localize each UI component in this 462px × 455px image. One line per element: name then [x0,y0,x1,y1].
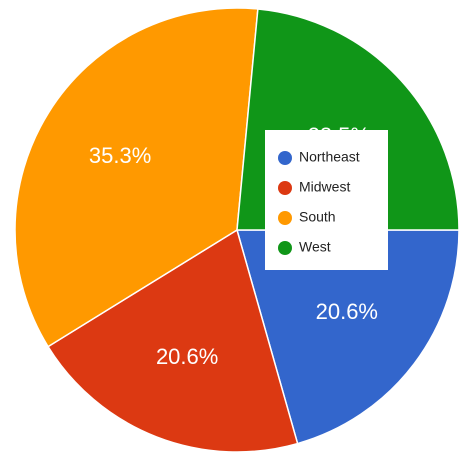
data-label: 20.6% [316,299,378,324]
legend-label: West [299,239,331,255]
legend-label: South [299,209,336,225]
legend-swatch [278,181,292,195]
legend-swatch [278,211,292,225]
legend-label: Northeast [299,149,360,165]
legend-swatch [278,241,292,255]
legend-swatch [278,151,292,165]
pie-slice [14,7,259,348]
pie-slice [236,229,460,445]
pie-slice [47,228,299,453]
data-label: 35.3% [89,143,151,168]
legend-label: Midwest [299,179,350,195]
data-label: 20.6% [156,344,218,369]
